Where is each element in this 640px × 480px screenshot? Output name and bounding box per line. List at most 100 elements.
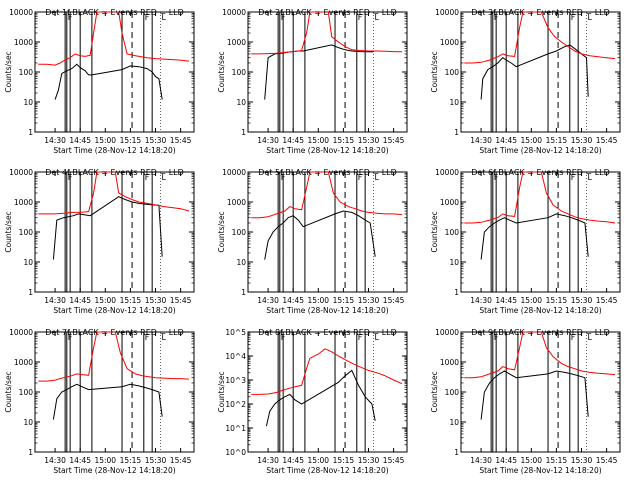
y-tick-label: 10000 <box>9 8 33 17</box>
event-marker-label: L <box>375 13 380 22</box>
y-tick-label: 100 <box>445 68 460 77</box>
y-tick-label: 10000 <box>222 168 246 177</box>
y-tick-label: 100 <box>232 228 247 237</box>
x-tick-label: 15:45 <box>596 296 618 305</box>
y-axis-label: Counts/sec <box>4 371 13 412</box>
y-tick-label: 1000 <box>227 38 246 47</box>
y-tick-label: 100 <box>19 228 34 237</box>
event-marker-label: L <box>588 173 593 182</box>
y-tick-label: 10 <box>23 98 33 107</box>
plot-title: Det 8f BLACK = Events RED = LLD <box>258 328 397 337</box>
x-tick-label: 15:15 <box>546 456 568 465</box>
x-tick-label: 15:30 <box>571 456 593 465</box>
plot-title: Det 2f BLACK = Events RED = LLD <box>258 8 397 17</box>
plot-title: Det 4f BLACK = Events RED = LLD <box>45 168 184 177</box>
plot-frame <box>34 171 195 293</box>
x-axis-label: Start Time (28-Nov-12 14:18:20) <box>53 466 175 475</box>
x-tick-label: 14:45 <box>282 456 304 465</box>
event-marker-label: L <box>162 333 167 342</box>
y-tick-label: 1000 <box>440 358 459 367</box>
event-marker-label: F <box>571 173 576 182</box>
y-tick-label: 10000 <box>435 8 459 17</box>
y-tick-label: 1000 <box>227 198 246 207</box>
event-marker-label: F <box>358 173 363 182</box>
lld-series-line <box>38 171 190 215</box>
plot-frame <box>247 11 408 133</box>
y-tick-label: 1 <box>454 448 459 457</box>
lld-series-line <box>464 171 616 224</box>
y-tick-label: 10 <box>236 258 246 267</box>
x-tick-label: 15:00 <box>520 136 542 145</box>
y-tick-label: 10000 <box>9 328 33 337</box>
event-marker-label: F <box>68 13 73 22</box>
x-tick-label: 14:30 <box>44 456 66 465</box>
event-marker-label: F <box>358 13 363 22</box>
events-series-line <box>480 370 589 420</box>
x-tick-label: 15:45 <box>383 296 405 305</box>
plot-frame <box>34 11 195 133</box>
x-tick-label: 15:30 <box>145 296 167 305</box>
x-tick-label: 14:30 <box>470 456 492 465</box>
y-tick-label: 10^1 <box>225 424 246 433</box>
y-tick-label: 100 <box>232 68 247 77</box>
events-series-line <box>52 196 163 260</box>
lld-series-line <box>38 11 190 66</box>
event-marker-label: F <box>281 333 286 342</box>
y-tick-label: 10^4 <box>225 352 246 361</box>
plot-title: Det 7f BLACK = Events RED = LLD <box>45 328 184 337</box>
event-marker-label: F <box>571 333 576 342</box>
y-tick-label: 1000 <box>14 38 33 47</box>
x-axis-label: Start Time (28-Nov-12 14:18:20) <box>479 306 601 315</box>
x-axis-label: Start Time (28-Nov-12 14:18:20) <box>266 466 388 475</box>
x-tick-label: 15:00 <box>307 136 329 145</box>
y-tick-label: 1 <box>28 448 33 457</box>
y-tick-label: 1000 <box>440 38 459 47</box>
x-tick-label: 15:00 <box>520 456 542 465</box>
plot-panel: F F L10^010^110^210^310^410^514:30 14:45 15:… <box>217 328 408 475</box>
events-series-line <box>265 369 376 427</box>
x-tick-label: 15:30 <box>358 456 380 465</box>
event-marker-label: F <box>494 173 499 182</box>
event-marker-label: F <box>494 333 499 342</box>
y-tick-label: 1 <box>241 128 246 137</box>
x-tick-label: 14:30 <box>44 136 66 145</box>
y-tick-label: 10^2 <box>225 400 246 409</box>
x-axis-label: Start Time (28-Nov-12 14:18:20) <box>479 146 601 155</box>
x-tick-label: 15:45 <box>383 136 405 145</box>
plot-title: Det 1f BLACK = Events RED = LLD <box>45 8 184 17</box>
lld-series-line <box>38 331 190 382</box>
y-tick-label: 100 <box>445 228 460 237</box>
y-axis-label: Counts/sec <box>4 211 13 252</box>
y-axis-label: Counts/sec <box>430 371 439 412</box>
y-axis-label: Counts/sec <box>217 371 226 412</box>
x-tick-label: 15:45 <box>596 456 618 465</box>
event-marker-label: L <box>375 173 380 182</box>
event-marker-label: F <box>145 13 150 22</box>
x-tick-label: 15:45 <box>170 456 192 465</box>
x-tick-label: 14:45 <box>69 456 91 465</box>
y-tick-label: 1 <box>28 128 33 137</box>
x-tick-label: 15:30 <box>145 456 167 465</box>
y-tick-label: 1 <box>28 288 33 297</box>
x-tick-label: 14:30 <box>44 296 66 305</box>
plot-title: Det 3f BLACK = Events RED = LLD <box>471 8 610 17</box>
y-tick-label: 10 <box>449 98 459 107</box>
x-tick-label: 15:15 <box>120 296 142 305</box>
x-tick-label: 15:45 <box>596 136 618 145</box>
x-tick-label: 15:00 <box>307 296 329 305</box>
plot-frame <box>247 171 408 293</box>
x-tick-label: 15:45 <box>170 296 192 305</box>
plot-title: Det 5f BLACK = Events RED = LLD <box>258 168 397 177</box>
lld-series-line <box>464 11 616 64</box>
event-marker-label: F <box>358 333 363 342</box>
y-tick-label: 10 <box>236 98 246 107</box>
x-axis-label: Start Time (28-Nov-12 14:18:20) <box>53 306 175 315</box>
x-tick-label: 14:45 <box>495 456 517 465</box>
y-tick-label: 1 <box>454 288 459 297</box>
x-tick-label: 15:15 <box>333 136 355 145</box>
y-tick-label: 100 <box>19 68 34 77</box>
